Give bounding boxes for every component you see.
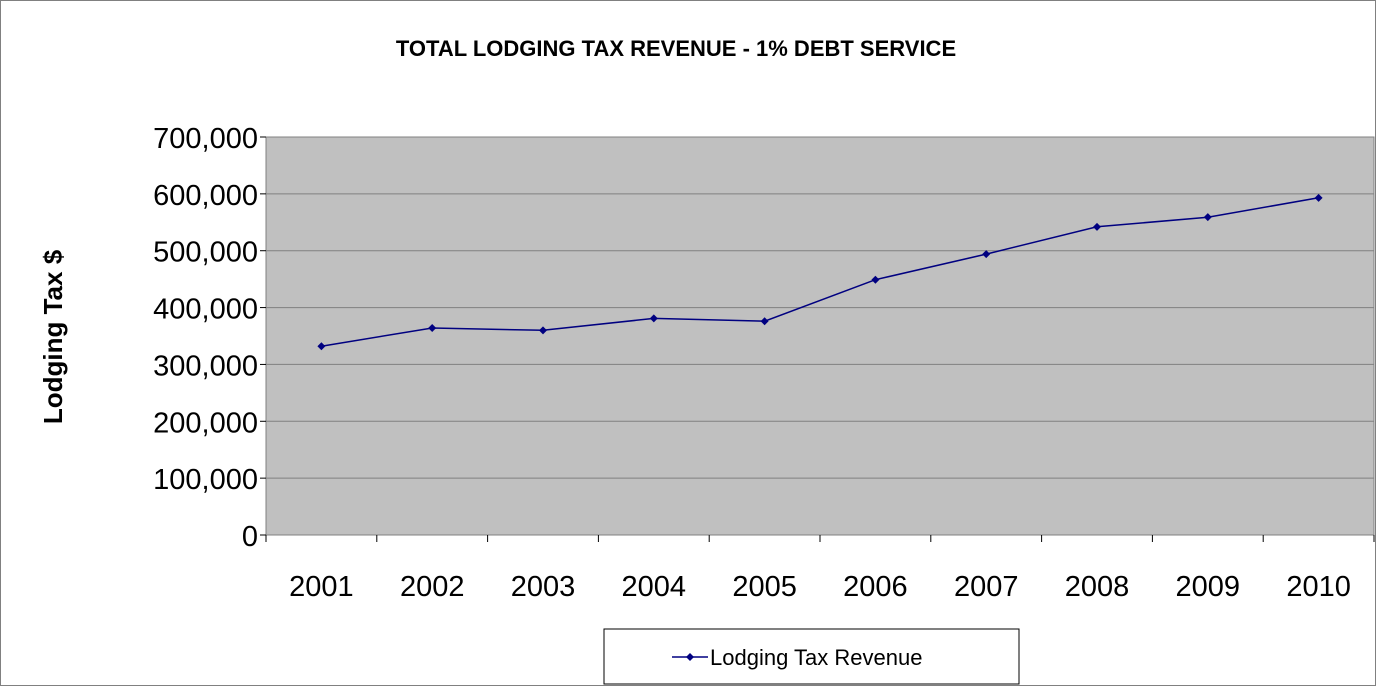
x-tick-label: 2010 [1286,571,1351,603]
y-axis-label: Lodging Tax $ [38,249,68,424]
y-axis-ticks: 0 100,000 200,000 300,000 400,000 500,000 600,… [153,123,266,553]
y-tick-label: 700,000 [153,123,258,155]
data-point [982,250,991,259]
x-tick-label: 2002 [400,571,465,603]
x-tick-label: 2006 [843,571,908,603]
y-tick-label: 500,000 [153,237,258,269]
data-point [428,324,437,333]
x-axis-ticks: 2001 2002 2003 2004 2005 2006 2007 2008 2009 2010 [265,535,1375,603]
y-tick-label: 100,000 [153,464,258,496]
data-point [1314,193,1323,202]
legend-marker [686,653,694,661]
y-tick-label: 400,000 [153,294,258,326]
y-tick-label: 200,000 [153,407,258,439]
x-tick-label: 2001 [289,571,354,603]
y-tick-label: 600,000 [153,180,258,212]
chart-title: TOTAL LODGING TAX REVENUE - 1% DEBT SERV… [396,36,956,61]
series-layer [317,193,1323,351]
x-tick-label: 2007 [954,571,1019,603]
data-point [760,317,769,326]
legend: Lodging Tax Revenue [603,628,1020,685]
x-tick-label: 2009 [1176,571,1241,603]
data-point [649,314,658,323]
x-tick-label: 2004 [622,571,687,603]
x-tick-label: 2008 [1065,571,1130,603]
gridlines [266,193,1374,479]
y-tick-label: 300,000 [153,350,258,382]
data-point [317,342,326,351]
data-point [1093,222,1101,231]
y-tick-label: 0 [242,521,258,553]
legend-label: Lodging Tax Revenue [710,645,922,670]
data-point [539,326,547,335]
data-point [1203,213,1212,222]
series-line [321,197,1319,347]
x-tick-label: 2005 [732,571,797,603]
x-tick-label: 2003 [511,571,576,603]
plot-area [265,136,1375,536]
data-point [871,275,880,284]
